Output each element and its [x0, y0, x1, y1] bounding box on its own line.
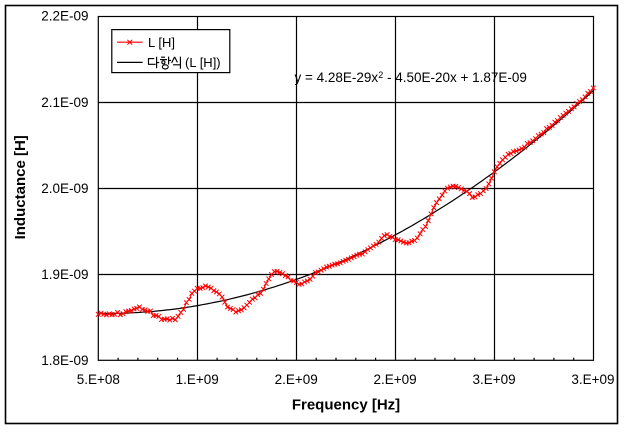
svg-text:1.E+09: 1.E+09 [176, 372, 219, 387]
svg-text:2.0E-09: 2.0E-09 [41, 181, 88, 196]
svg-text:3.E+09: 3.E+09 [473, 372, 516, 387]
svg-text:5.E+08: 5.E+08 [77, 372, 120, 387]
svg-text:Inductance [H]: Inductance [H] [12, 135, 29, 239]
svg-text:L [H]: L [H] [148, 35, 175, 50]
svg-text:3.E+09: 3.E+09 [571, 372, 614, 387]
svg-text:2.2E-09: 2.2E-09 [41, 9, 88, 24]
svg-text:1.8E-09: 1.8E-09 [41, 353, 88, 368]
svg-text:y = 4.28E-29x2 - 4.50E-20x + 1: y = 4.28E-29x2 - 4.50E-20x + 1.87E-09 [295, 70, 527, 85]
svg-text:1.9E-09: 1.9E-09 [41, 267, 88, 282]
svg-text:(L [H]): (L [H]) [185, 55, 221, 70]
svg-text:Frequency [Hz]: Frequency [Hz] [292, 397, 400, 414]
svg-text:2.E+09: 2.E+09 [275, 372, 318, 387]
svg-text:2.E+09: 2.E+09 [374, 372, 417, 387]
svg-text:2.1E-09: 2.1E-09 [41, 95, 88, 110]
